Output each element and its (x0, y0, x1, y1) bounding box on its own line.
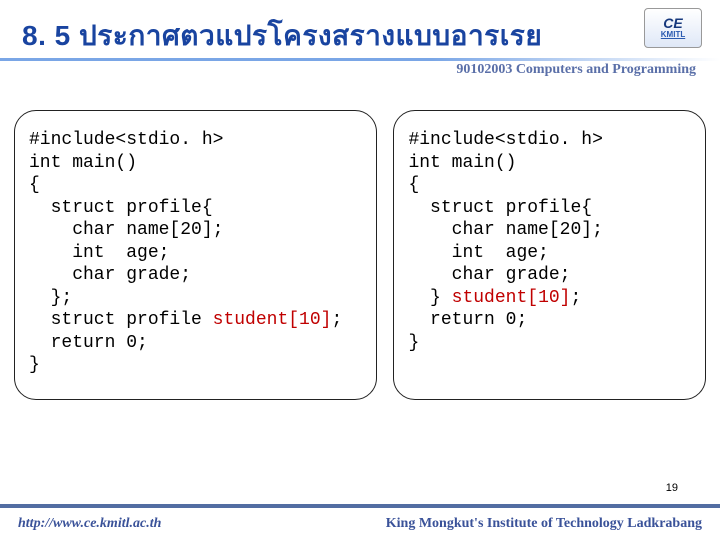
header-divider (0, 58, 720, 61)
page-number: 19 (666, 482, 678, 494)
title-area: 8. 5 ประกาศตวแปรโครงสรางแบบอารเรย (22, 14, 622, 58)
code-panels: #include<stdio. h> int main() { struct p… (14, 110, 706, 400)
code-block-left: #include<stdio. h> int main() { struct p… (29, 129, 362, 377)
footer-url: http://www.ce.kmitl.ac.th (18, 516, 161, 532)
footer: http://www.ce.kmitl.ac.th King Mongkut's… (0, 504, 720, 540)
footer-org: King Mongkut's Institute of Technology L… (386, 516, 702, 532)
course-label: 90102003 Computers and Programming (456, 62, 696, 78)
slide-title: 8. 5 ประกาศตวแปรโครงสรางแบบอารเรย (22, 14, 622, 58)
code-panel-left: #include<stdio. h> int main() { struct p… (14, 110, 377, 400)
code-panel-right: #include<stdio. h> int main() { struct p… (393, 110, 706, 400)
logo-icon: CE KMITL (644, 8, 702, 48)
code-block-right: #include<stdio. h> int main() { struct p… (408, 129, 691, 354)
logo-sub: KMITL (661, 30, 685, 40)
logo-main: CE (663, 16, 682, 30)
slide: 8. 5 ประกาศตวแปรโครงสรางแบบอารเรย CE KMI… (0, 0, 720, 540)
